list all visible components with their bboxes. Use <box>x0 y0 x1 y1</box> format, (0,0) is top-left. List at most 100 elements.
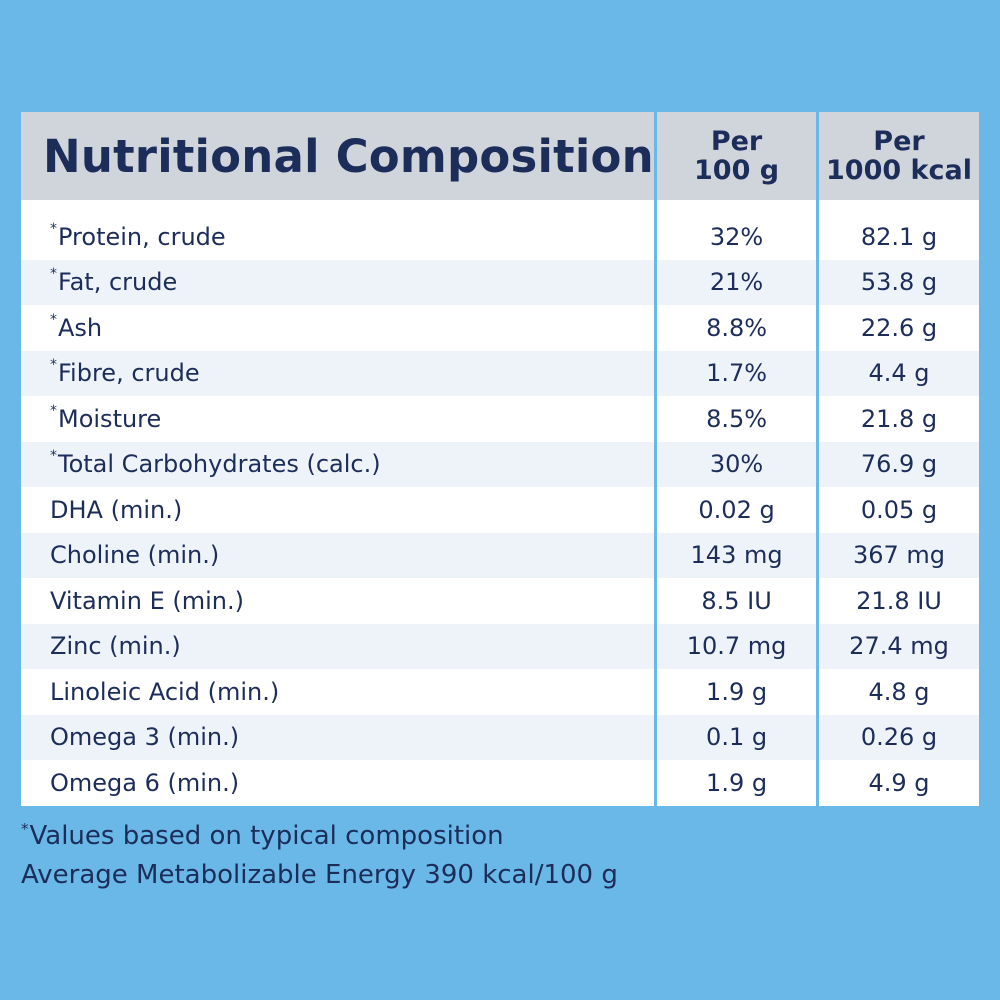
per-100g-value: 32% <box>657 214 817 260</box>
asterisk-marker: * <box>50 311 57 328</box>
column-divider <box>654 532 658 578</box>
nutrient-name: Omega 3 (min.) <box>50 723 240 752</box>
column-divider <box>816 578 820 624</box>
footnote-line1-text: Values based on typical composition <box>29 821 504 851</box>
nutrient-name: Total Carbohydrates (calc.) <box>58 450 381 479</box>
asterisk-marker: * <box>50 266 57 283</box>
per-1000kcal-value: 367 mg <box>819 532 979 578</box>
nutrient-name: Zinc (min.) <box>50 632 181 661</box>
column-divider <box>654 396 658 442</box>
nutrient-name: Moisture <box>58 404 162 433</box>
per-100g-value: 10.7 mg <box>657 623 817 669</box>
nutrient-name-cell: * Fibre, crude <box>21 350 655 396</box>
per-1000kcal-value: 4.8 g <box>819 669 979 715</box>
table-row: * Moisture 8.5% 21.8 g <box>21 396 979 442</box>
nutrient-name-cell: Omega 6 (min.) <box>21 760 655 806</box>
column-divider <box>654 441 658 487</box>
nutrient-name: Omega 6 (min.) <box>50 768 240 797</box>
per-1000kcal-value: 0.05 g <box>819 487 979 533</box>
column-header-per-1000kcal-line1: Per <box>873 126 925 157</box>
table-row: Omega 3 (min.) 0.1 g 0.26 g <box>21 714 979 760</box>
per-100g-value: 8.5 IU <box>657 578 817 624</box>
per-1000kcal-value: 27.4 mg <box>819 623 979 669</box>
per-1000kcal-value: 82.1 g <box>819 214 979 260</box>
per-100g-value: 21% <box>657 259 817 305</box>
column-divider <box>654 578 658 624</box>
asterisk-marker: * <box>50 220 57 237</box>
per-1000kcal-value: 22.6 g <box>819 305 979 351</box>
table-row: Vitamin E (min.) 8.5 IU 21.8 IU <box>21 578 979 624</box>
nutrient-name-cell: * Fat, crude <box>21 259 655 305</box>
table-row: * Fat, crude 21% 53.8 g <box>21 259 979 305</box>
table-row: * Ash 8.8% 22.6 g <box>21 305 979 351</box>
nutrient-name: Fat, crude <box>58 268 178 297</box>
column-divider <box>654 305 658 351</box>
nutrient-name: Linoleic Acid (min.) <box>50 677 280 706</box>
column-header-per-1000kcal: Per 1000 kcal <box>819 112 979 200</box>
nutrient-name-cell: DHA (min.) <box>21 487 655 533</box>
column-divider <box>816 305 820 351</box>
column-divider <box>654 259 658 305</box>
per-1000kcal-value: 53.8 g <box>819 259 979 305</box>
nutrition-table: Nutritional Composition Per 100 g Per 10… <box>21 112 979 806</box>
nutrient-name-cell: * Moisture <box>21 396 655 442</box>
column-divider <box>816 350 820 396</box>
nutrient-name-cell: * Total Carbohydrates (calc.) <box>21 441 655 487</box>
per-100g-value: 8.5% <box>657 396 817 442</box>
column-header-per-100g-line1: Per <box>710 126 763 157</box>
nutrient-name: Choline (min.) <box>50 541 220 570</box>
column-header-per-1000kcal-line2: 1000 kcal <box>826 155 972 186</box>
per-100g-value: 8.8% <box>657 305 817 351</box>
table-header: Nutritional Composition Per 100 g Per 10… <box>21 112 979 200</box>
column-divider <box>654 669 658 715</box>
per-100g-value: 30% <box>657 441 817 487</box>
column-divider <box>654 487 658 533</box>
column-divider <box>816 532 820 578</box>
nutrient-name: Protein, crude <box>58 222 226 251</box>
table-body: * Protein, crude 32% 82.1 g * Fat, crude 21% 53… <box>21 214 979 806</box>
table-row: Linoleic Acid (min.) 1.9 g 4.8 g <box>21 669 979 715</box>
per-1000kcal-value: 4.4 g <box>819 350 979 396</box>
column-divider <box>816 623 820 669</box>
nutrient-name-cell: Omega 3 (min.) <box>21 714 655 760</box>
per-1000kcal-value: 0.26 g <box>819 714 979 760</box>
column-divider <box>654 350 658 396</box>
table-title: Nutritional Composition <box>21 112 655 200</box>
column-divider <box>654 112 658 200</box>
table-row: * Protein, crude 32% 82.1 g <box>21 214 979 260</box>
column-divider <box>816 441 820 487</box>
footnote-line1: *Values based on typical composition <box>21 818 618 857</box>
asterisk-marker: * <box>50 448 57 465</box>
column-divider <box>654 623 658 669</box>
table-row: Zinc (min.) 10.7 mg 27.4 mg <box>21 623 979 669</box>
nutrient-name: Vitamin E (min.) <box>50 586 244 615</box>
per-1000kcal-value: 4.9 g <box>819 760 979 806</box>
footnote: *Values based on typical composition Ave… <box>21 818 618 893</box>
table-row: DHA (min.) 0.02 g 0.05 g <box>21 487 979 533</box>
per-1000kcal-value: 76.9 g <box>819 441 979 487</box>
column-divider <box>816 214 820 260</box>
per-100g-value: 1.9 g <box>657 669 817 715</box>
per-100g-value: 1.9 g <box>657 760 817 806</box>
table-row: Choline (min.) 143 mg 367 mg <box>21 532 979 578</box>
table-row: * Total Carbohydrates (calc.) 30% 76.9 g <box>21 441 979 487</box>
column-header-per-100g: Per 100 g <box>657 112 817 200</box>
nutrient-name: DHA (min.) <box>50 495 183 524</box>
asterisk-marker: * <box>50 357 57 374</box>
column-divider <box>654 214 658 260</box>
column-divider <box>816 259 820 305</box>
nutrient-name-cell: Linoleic Acid (min.) <box>21 669 655 715</box>
nutrient-name-cell: Zinc (min.) <box>21 623 655 669</box>
per-1000kcal-value: 21.8 IU <box>819 578 979 624</box>
per-100g-value: 1.7% <box>657 350 817 396</box>
column-divider <box>816 760 820 806</box>
footnote-line2: Average Metabolizable Energy 390 kcal/10… <box>21 860 618 890</box>
per-100g-value: 0.1 g <box>657 714 817 760</box>
column-divider <box>816 396 820 442</box>
nutrient-name-cell: * Protein, crude <box>21 214 655 260</box>
asterisk-marker: * <box>50 402 57 419</box>
nutrient-name-cell: Vitamin E (min.) <box>21 578 655 624</box>
per-100g-value: 0.02 g <box>657 487 817 533</box>
per-1000kcal-value: 21.8 g <box>819 396 979 442</box>
nutrient-name-cell: Choline (min.) <box>21 532 655 578</box>
